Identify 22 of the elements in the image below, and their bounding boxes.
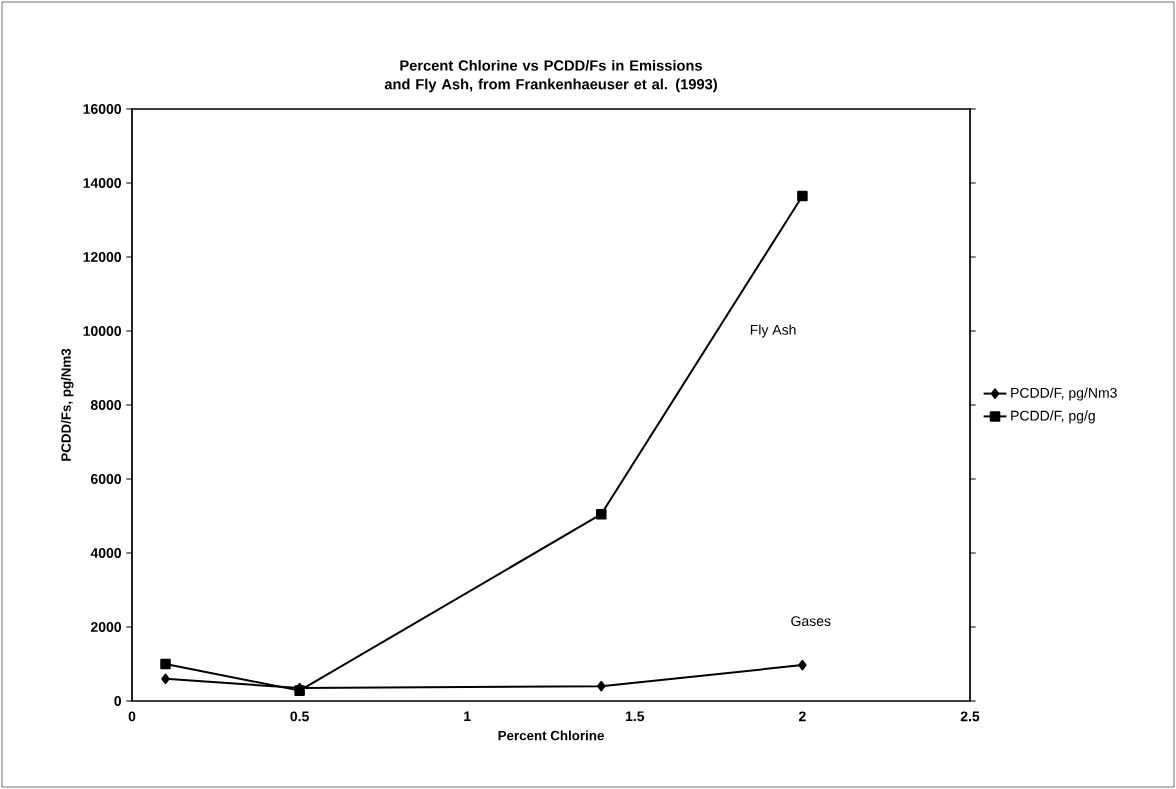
y-tick-label: 4000 — [90, 548, 122, 558]
x-tick-label: 1.5 — [625, 711, 645, 722]
x-tick-label: 2 — [799, 711, 806, 722]
legend-label: PCDD/F, pg/Nm3 — [1011, 387, 1117, 401]
chart-title: Percent Chlorine vs PCDD/Fs in Emissions and Fly Ash, from Frankenhaeuser et al. (1993) — [384, 59, 717, 93]
x-tick-label: 2.5 — [960, 711, 980, 722]
x-tick-label: 0.5 — [290, 711, 309, 722]
y-tick-label: 8000 — [90, 400, 122, 410]
y-tick-label: 10000 — [83, 326, 122, 336]
legend-label: PCDD/F, pg/g — [1011, 410, 1095, 424]
y-tick-label: 16000 — [83, 104, 122, 114]
y-tick-label: 6000 — [90, 474, 122, 484]
y-tick-label: 12000 — [83, 252, 122, 262]
annotation: Gases — [791, 616, 831, 627]
y-tick-label: 2000 — [90, 622, 122, 632]
annotation: Fly Ash — [750, 324, 796, 338]
y-tick-label: 0 — [114, 696, 122, 706]
y-axis-title: PCDD/Fs, pg/Nm3 — [61, 348, 74, 461]
y-tick-label: 14000 — [83, 178, 122, 188]
x-axis-title: Percent Chlorine — [498, 730, 604, 741]
x-tick-label: 0 — [128, 711, 136, 722]
x-tick-label: 1 — [464, 711, 471, 722]
